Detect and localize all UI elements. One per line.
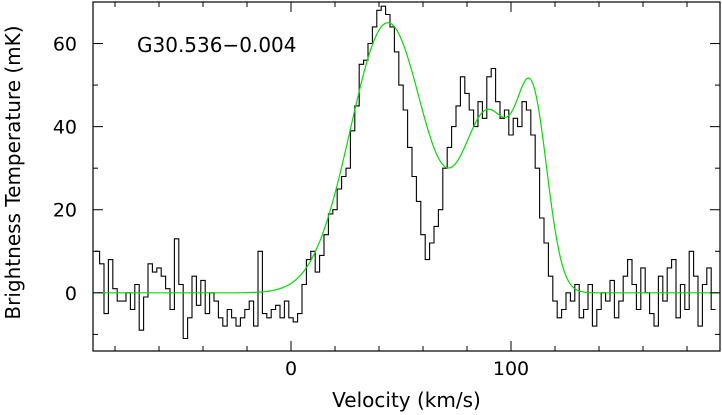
y-axis-title: Brightness Temperature (mK) [1,25,25,319]
source-name-annotation: G30.536−0.004 [137,33,297,57]
y-tick-label: 20 [53,200,77,222]
observed-spectrum [95,5,716,340]
x-tick-label: 100 [493,358,529,380]
gaussian-fit-line [93,22,720,294]
spectrum-histogram-line [95,5,716,340]
x-axis-title: Velocity (km/s) [332,388,481,412]
x-tick-label: 0 [285,358,297,380]
y-axis: 0 20 40 60 [53,1,720,335]
y-tick-label: 0 [65,283,77,305]
plot-frame [92,1,721,352]
gaussian-fit [93,22,720,294]
y-tick-label: 60 [53,34,77,56]
y-tick-label: 40 [53,117,77,139]
x-axis: 0 100 [114,2,688,380]
